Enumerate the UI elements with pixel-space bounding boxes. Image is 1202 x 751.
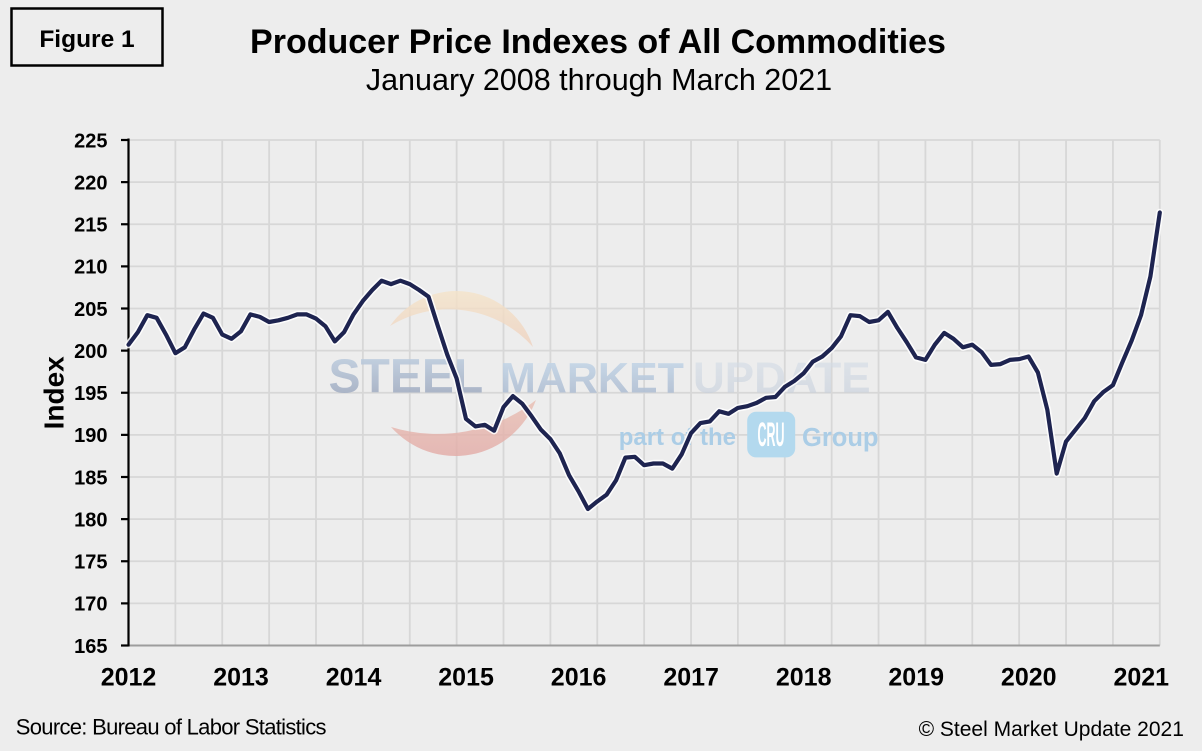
svg-text:2020: 2020 (1001, 664, 1057, 692)
svg-text:January 2008 through March 202: January 2008 through March 2021 (366, 63, 832, 97)
svg-text:210: 210 (74, 257, 107, 279)
svg-text:2015: 2015 (438, 664, 494, 692)
svg-text:CRU: CRU (758, 416, 785, 454)
svg-text:2019: 2019 (888, 664, 944, 692)
svg-text:2018: 2018 (776, 664, 832, 692)
svg-text:185: 185 (74, 467, 107, 489)
svg-text:© Steel Market Update 2021: © Steel Market Update 2021 (919, 718, 1184, 741)
svg-text:200: 200 (74, 341, 107, 363)
svg-text:Source: Bureau of Labor Statis: Source: Bureau of Labor Statistics (16, 715, 327, 740)
svg-text:175: 175 (74, 552, 107, 574)
svg-text:Index: Index (39, 356, 70, 430)
svg-text:2021: 2021 (1113, 664, 1169, 692)
svg-text:2016: 2016 (551, 664, 607, 692)
svg-text:170: 170 (74, 594, 107, 616)
svg-text:part of the: part of the (619, 424, 736, 451)
svg-text:205: 205 (74, 299, 107, 321)
svg-text:220: 220 (74, 172, 107, 194)
svg-text:190: 190 (74, 425, 107, 447)
svg-text:225: 225 (74, 130, 107, 152)
svg-text:2017: 2017 (663, 664, 719, 692)
svg-text:Group: Group (802, 424, 879, 452)
svg-text:195: 195 (74, 383, 107, 405)
svg-text:Producer Price Indexes of All: Producer Price Indexes of All Commoditie… (250, 23, 946, 61)
svg-text:215: 215 (74, 215, 107, 237)
svg-text:2014: 2014 (326, 664, 382, 692)
svg-text:2013: 2013 (213, 664, 269, 692)
svg-text:MARKET: MARKET (500, 354, 684, 402)
svg-text:2012: 2012 (101, 664, 157, 692)
svg-text:165: 165 (74, 636, 107, 658)
svg-text:180: 180 (74, 509, 107, 531)
svg-text:Figure 1: Figure 1 (39, 26, 134, 53)
